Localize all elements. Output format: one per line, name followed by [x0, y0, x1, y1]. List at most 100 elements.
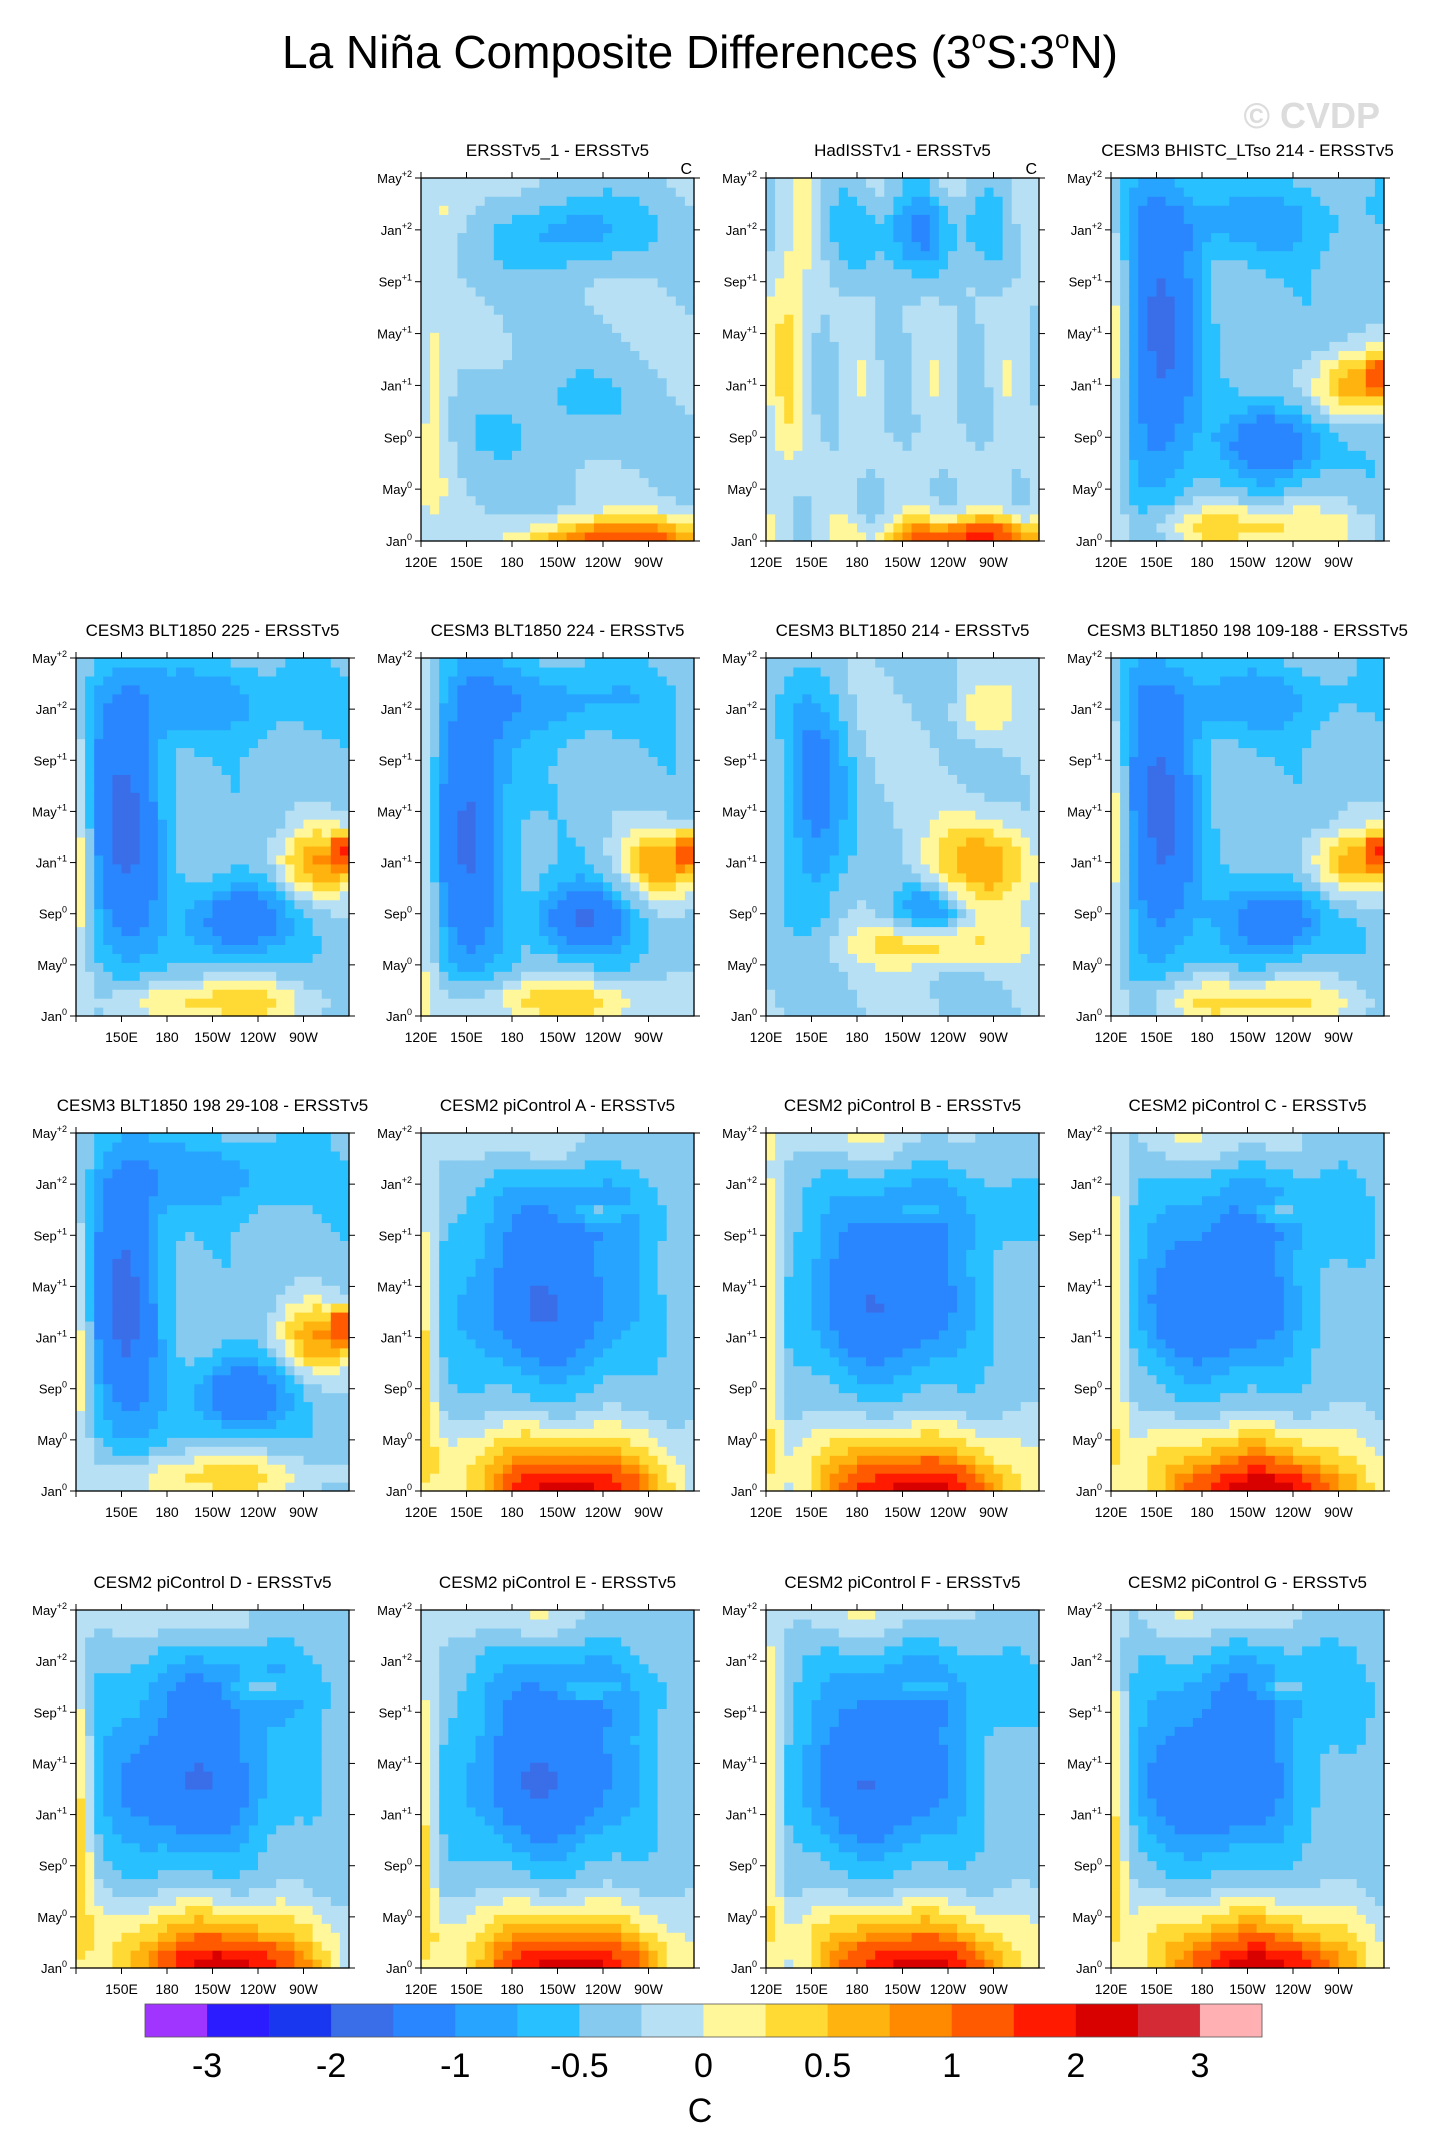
field-cell: [975, 259, 985, 270]
field-cell: [847, 178, 858, 188]
field-cell: [811, 277, 822, 288]
field-cell: [857, 531, 867, 542]
field-cell: [1365, 441, 1376, 451]
field-cell: [330, 935, 341, 945]
field-cell: [648, 531, 659, 542]
field-cell: [639, 495, 650, 506]
y-tick-label: Jan0: [386, 532, 412, 549]
field-cell: [1011, 432, 1022, 442]
field-cell: [185, 747, 195, 758]
field-cell: [866, 241, 876, 252]
field-cell: [484, 350, 495, 361]
field-cell: [103, 720, 113, 731]
field-cell: [448, 404, 458, 415]
field-cell: [521, 250, 531, 261]
field-cell: [1283, 259, 1294, 270]
field-cell: [1320, 295, 1330, 306]
field-cell: [684, 314, 695, 324]
field-cell: [1320, 386, 1330, 397]
field-cell: [276, 944, 286, 954]
field-cell: [684, 277, 695, 288]
field-cell: [1138, 359, 1148, 370]
field-cell: [466, 314, 477, 324]
field-cell: [775, 277, 785, 288]
field-cell: [1274, 223, 1285, 234]
field-cell: [1274, 504, 1285, 515]
field-cell: [684, 268, 695, 279]
field-cell: [875, 477, 885, 488]
field-cell: [984, 495, 995, 506]
field-cell: [1011, 522, 1022, 533]
field-cell: [484, 232, 495, 243]
field-cell: [893, 277, 904, 288]
field-cell: [239, 899, 250, 910]
field-cell: [1220, 413, 1230, 424]
field-cell: [1347, 513, 1358, 524]
field-cell: [1347, 459, 1358, 469]
field-cell: [1356, 196, 1367, 206]
panel: CESM3 BHISTC_LTso 214 - ERSSTv5Jan0May0S…: [1067, 141, 1394, 570]
field-cell: [112, 765, 123, 775]
field-cell: [784, 395, 794, 406]
field-cell: [248, 729, 259, 740]
field-cell: [866, 513, 876, 524]
field-cell: [239, 729, 250, 740]
field-cell: [575, 178, 586, 188]
field-cell: [112, 962, 123, 972]
field-cell: [902, 250, 913, 261]
field-cell: [258, 783, 268, 793]
field-cell: [267, 899, 277, 910]
field-cell: [612, 332, 622, 342]
field-cell: [875, 232, 885, 243]
field-cell: [248, 702, 259, 713]
field-cell: [121, 872, 132, 883]
field-cell: [1356, 441, 1367, 451]
field-cell: [684, 223, 695, 234]
field-cell: [212, 863, 223, 874]
field-cell: [530, 341, 540, 352]
field-cell: [1374, 477, 1385, 488]
field-cell: [575, 187, 586, 197]
field-cell: [621, 286, 631, 297]
field-cell: [85, 944, 95, 954]
field-cell: [121, 747, 132, 758]
field-cell: [230, 953, 241, 963]
field-cell: [875, 432, 885, 442]
field-cell: [1238, 205, 1249, 215]
field-cell: [1029, 268, 1040, 279]
field-cell: [502, 241, 513, 252]
field-cell: [1220, 314, 1230, 324]
field-cell: [530, 187, 540, 197]
field-cell: [584, 323, 595, 333]
field-cell: [1356, 350, 1367, 361]
field-cell: [421, 350, 431, 361]
field-cell: [621, 205, 631, 215]
field-cell: [1020, 522, 1031, 533]
field-cell: [1283, 286, 1294, 297]
field-cell: [648, 450, 659, 460]
field-cell: [330, 926, 341, 937]
field-cell: [612, 341, 622, 352]
field-cell: [1229, 495, 1239, 506]
field-cell: [784, 187, 794, 197]
field-cell: [1165, 423, 1176, 433]
field-cell: [466, 277, 477, 288]
field-cell: [1165, 486, 1176, 497]
field-cell: [94, 863, 104, 874]
field-cell: [548, 468, 559, 479]
field-cell: [484, 241, 495, 252]
field-cell: [802, 477, 813, 488]
field-cell: [258, 837, 268, 847]
field-cell: [212, 747, 223, 758]
field-cell: [157, 729, 168, 740]
field-cell: [1011, 241, 1022, 252]
field-cell: [448, 477, 458, 488]
field-cell: [321, 756, 332, 766]
field-cell: [603, 423, 613, 433]
field-cell: [1365, 205, 1376, 215]
field-cell: [466, 187, 477, 197]
field-cell: [1211, 286, 1221, 297]
y-tick-label: May+1: [722, 325, 757, 342]
field-cell: [203, 998, 214, 1008]
field-cell: [230, 810, 241, 820]
